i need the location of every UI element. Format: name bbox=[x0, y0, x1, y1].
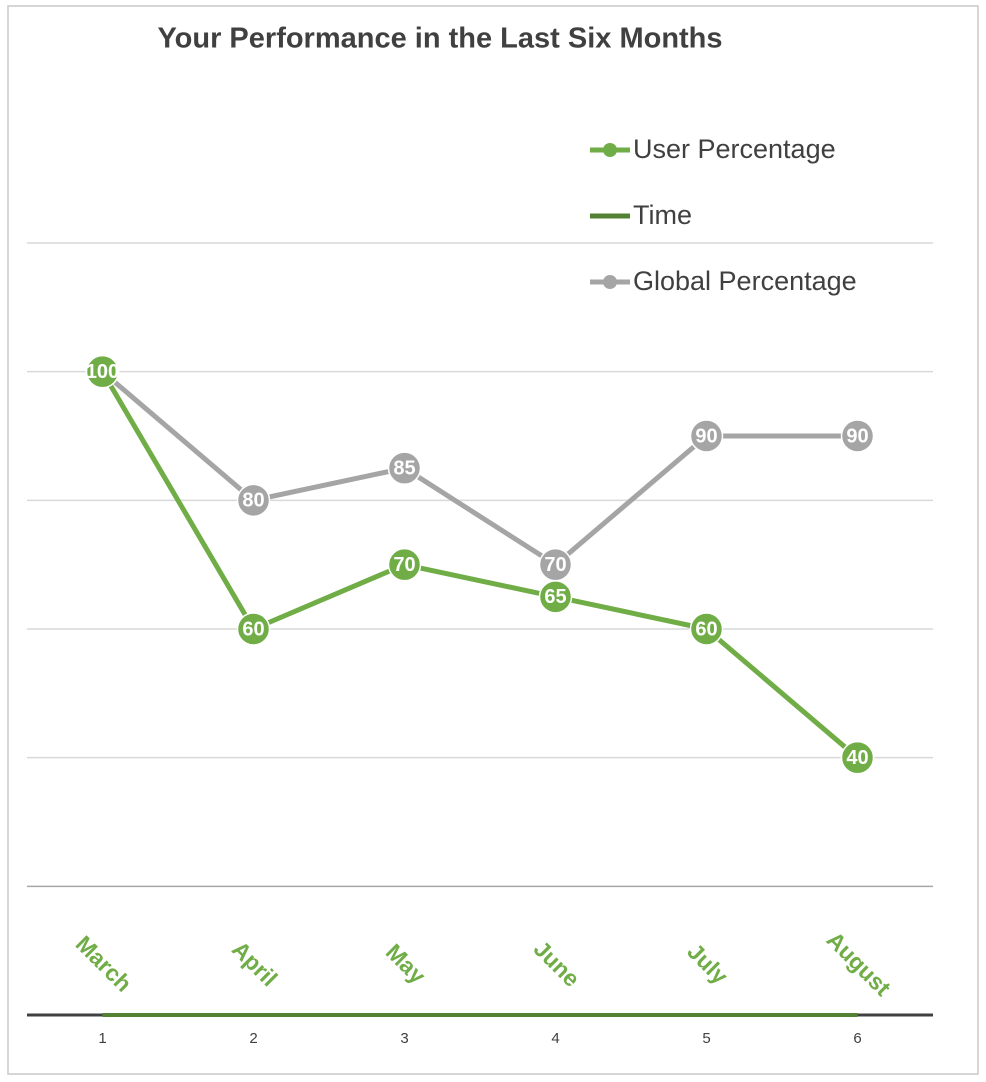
legend-label: User Percentage bbox=[633, 134, 836, 164]
x-tick-label: 4 bbox=[551, 1030, 559, 1047]
data-label: 100 bbox=[86, 361, 119, 383]
category-label: April bbox=[227, 936, 282, 991]
series-line bbox=[100, 369, 858, 568]
point-marker bbox=[840, 419, 875, 453]
x-tick-label: 5 bbox=[702, 1030, 710, 1047]
data-label: 90 bbox=[846, 425, 868, 447]
data-label: 65 bbox=[544, 586, 566, 608]
point-marker bbox=[387, 547, 422, 582]
point-marker bbox=[689, 419, 724, 453]
data-label: 70 bbox=[544, 554, 566, 576]
category-label: July bbox=[682, 938, 733, 989]
x-tick-label: 6 bbox=[853, 1030, 861, 1047]
point-marker bbox=[387, 451, 422, 485]
point-marker bbox=[236, 483, 271, 518]
category-label: May bbox=[381, 939, 431, 989]
point-marker bbox=[85, 354, 120, 389]
chart-frame bbox=[7, 5, 979, 1075]
category-label: March bbox=[71, 930, 137, 996]
data-label: 70 bbox=[393, 554, 415, 576]
data-label: 40 bbox=[846, 747, 868, 769]
category-label: June bbox=[529, 935, 585, 991]
x-tick-label: 1 bbox=[98, 1030, 106, 1047]
legend-marker bbox=[603, 275, 617, 289]
data-label: 60 bbox=[695, 618, 717, 640]
legend-label: Global Percentage bbox=[633, 266, 857, 296]
x-tick-label: 3 bbox=[400, 1030, 408, 1047]
point-marker bbox=[840, 740, 875, 775]
x-tick-label: 2 bbox=[249, 1030, 257, 1047]
point-marker bbox=[538, 580, 573, 614]
legend-label: Time bbox=[633, 200, 692, 230]
series-line bbox=[100, 370, 860, 760]
data-label: 85 bbox=[393, 457, 415, 479]
data-label: 60 bbox=[242, 618, 264, 640]
category-label: August bbox=[822, 926, 897, 1001]
point-marker bbox=[689, 612, 724, 646]
point-marker bbox=[236, 612, 271, 646]
chart-title: Your Performance in the Last Six Months bbox=[157, 23, 722, 55]
data-label: 80 bbox=[242, 490, 264, 512]
data-label: 90 bbox=[695, 425, 717, 447]
legend-marker bbox=[603, 143, 617, 157]
